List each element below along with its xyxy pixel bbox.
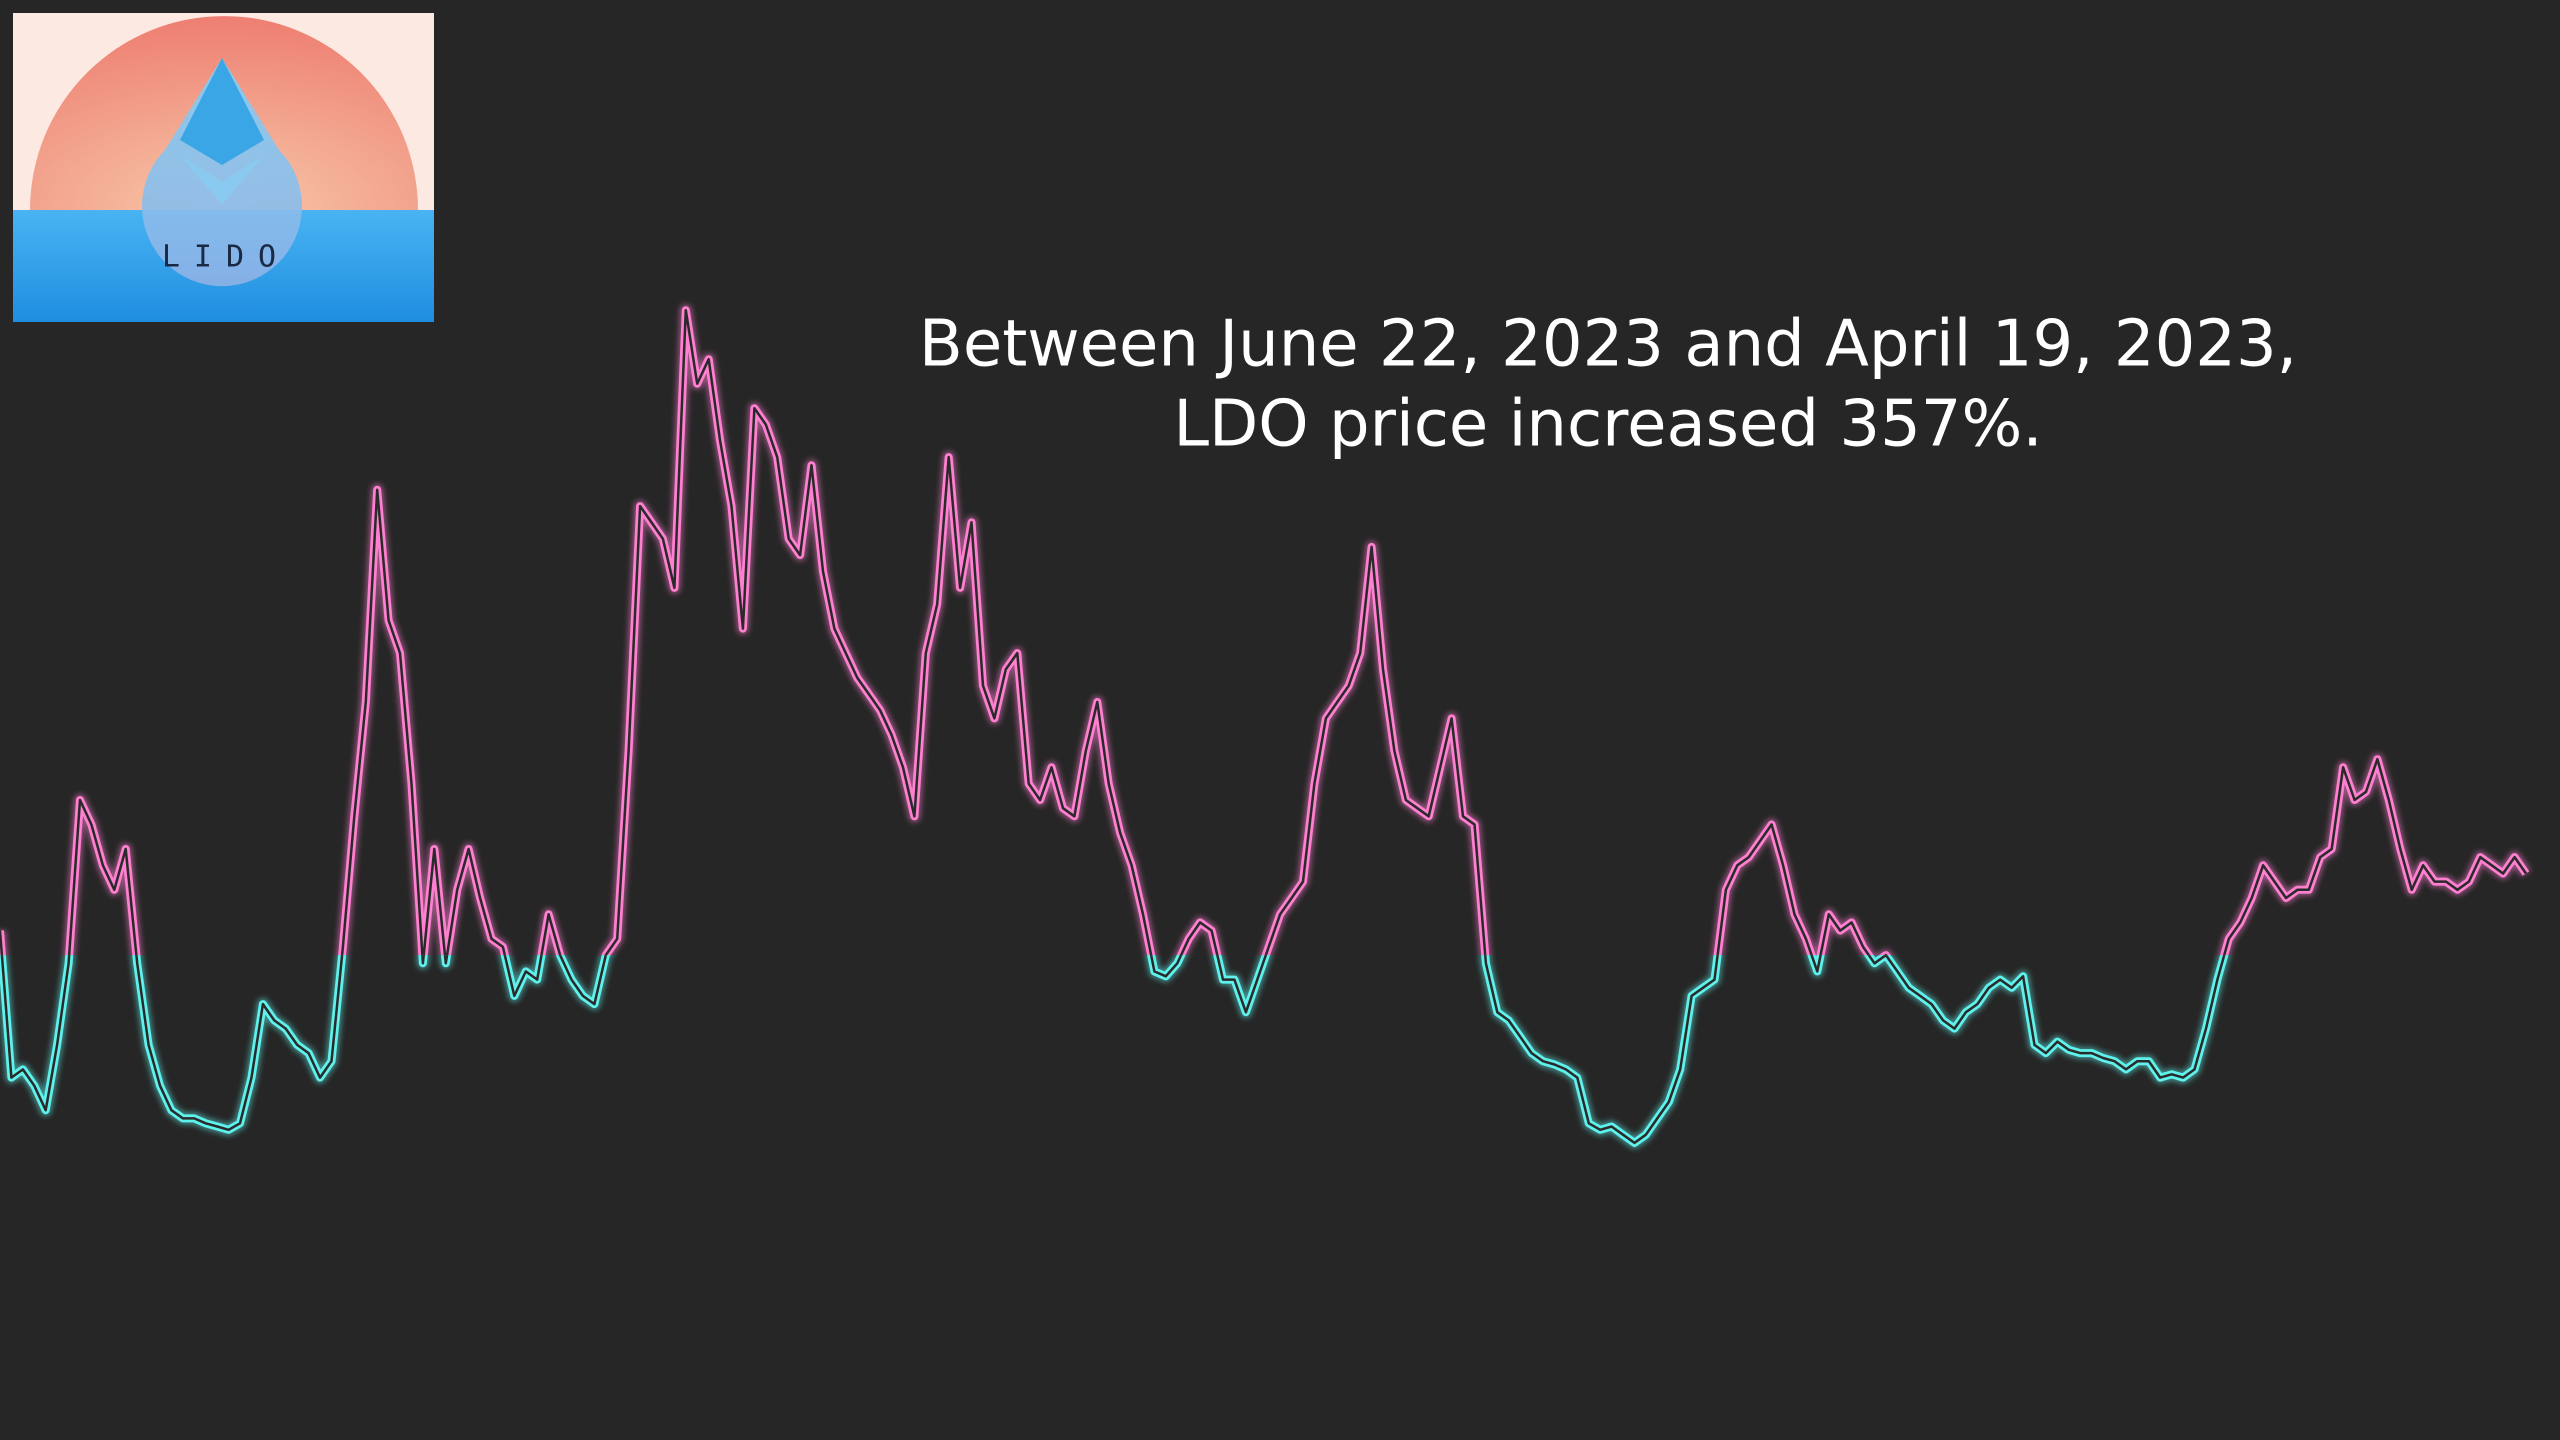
line-core (0, 308, 2528, 956)
logo: LIDO (13, 13, 434, 322)
line-group (0, 955, 2231, 1149)
annotation: Between June 22, 2023 and April 19, 2023… (919, 308, 2297, 382)
logo-text: LIDO (162, 240, 290, 275)
line-group (0, 304, 2531, 956)
annotation: LDO price increased 357%. (1173, 388, 2042, 462)
logo-drop (142, 58, 302, 287)
logo-eth-lower (180, 155, 264, 205)
logo-eth (180, 58, 264, 165)
line-core (0, 955, 2226, 1145)
